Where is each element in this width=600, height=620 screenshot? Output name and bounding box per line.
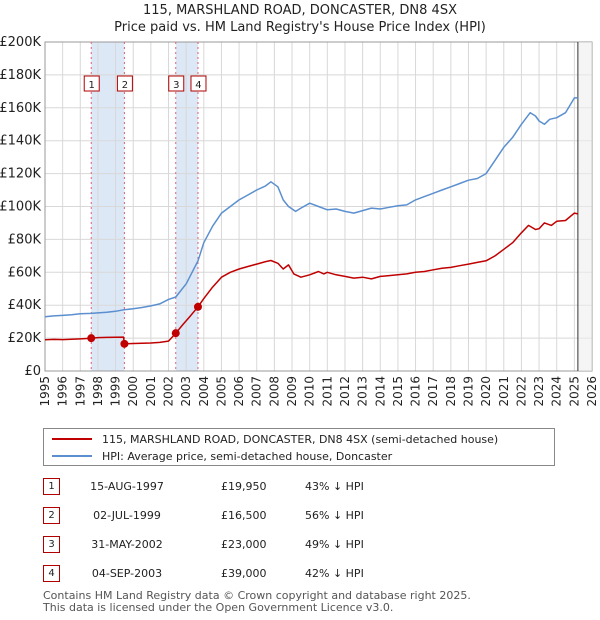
sale-price: £16,500 [221, 509, 267, 522]
x-tick-label: 2026 [585, 376, 599, 407]
y-tick-label: £20K [8, 331, 42, 346]
sale-marker-label: 4 [195, 80, 201, 91]
sale-point [120, 339, 129, 348]
sale-number-badge: 4 [43, 565, 60, 582]
sale-hpi-diff: 56% ↓ HPI [305, 509, 364, 522]
sale-number-badge: 1 [43, 478, 60, 495]
x-tick-label: 2024 [550, 376, 564, 407]
x-tick-label: 1997 [73, 376, 87, 407]
sale-number-badge: 2 [43, 507, 60, 524]
y-tick-label: £0 [24, 364, 41, 379]
sale-date: 02-JUL-1999 [93, 509, 161, 522]
y-tick-label: £140K [0, 134, 41, 149]
x-tick-label: 2008 [267, 376, 281, 407]
sale-row: 3 31-MAY-2002 £23,000 49% ↓ HPI [43, 533, 563, 555]
sale-date: 15-AUG-1997 [90, 480, 164, 493]
sale-number-badge: 3 [43, 536, 60, 553]
sale-price: £23,000 [221, 538, 267, 551]
price-chart: £0 £20K £40K £60K £80K £100K £120K £140K £160K £1… [0, 35, 599, 407]
sale-row: 4 04-SEP-2003 £39,000 42% ↓ HPI [43, 562, 563, 584]
sale-marker-box [190, 75, 207, 92]
x-tick-label: 1998 [91, 376, 105, 407]
legend-item-property: 115, MARSHLAND ROAD, DONCASTER, DN8 4SX … [52, 432, 498, 446]
x-tick-label: 2006 [232, 376, 246, 407]
x-tick-label: 2005 [214, 376, 228, 407]
x-tick-label: 2001 [144, 376, 158, 407]
x-tick-label: 1995 [38, 376, 52, 407]
sale-hpi-diff: 49% ↓ HPI [305, 538, 364, 551]
sale-date: 04-SEP-2003 [91, 567, 163, 580]
sale-point [87, 334, 96, 343]
x-tick-label: 2015 [391, 376, 405, 407]
sale-date: 31-MAY-2002 [91, 538, 163, 551]
hpi-line [44, 97, 578, 318]
property-price-line [44, 212, 579, 345]
sale-point [193, 302, 202, 311]
x-tick-label: 2017 [426, 376, 440, 407]
chart-title: 115, MARSHLAND ROAD, DONCASTER, DN8 4SX [143, 3, 457, 18]
legend-swatch-hpi [52, 455, 92, 457]
sale-price: £39,000 [221, 567, 267, 580]
y-tick-label: £180K [0, 68, 41, 83]
x-tick-label: 2014 [373, 376, 387, 407]
x-tick-label: 2000 [126, 376, 140, 407]
y-tick-label: £200K [0, 35, 41, 50]
sale-point [171, 329, 180, 338]
sale-hpi-diff: 42% ↓ HPI [305, 567, 364, 580]
x-tick-label: 2021 [497, 376, 511, 407]
footer: Contains HM Land Registry data © Crown c… [43, 590, 471, 614]
sale-marker-box [83, 75, 100, 92]
legend-label-property: 115, MARSHLAND ROAD, DONCASTER, DN8 4SX … [102, 432, 499, 446]
x-tick-label: 2003 [179, 376, 193, 407]
x-tick-label: 2004 [197, 376, 211, 407]
y-tick-label: £160K [0, 101, 41, 116]
x-tick-label: 2002 [162, 376, 176, 407]
x-tick-label: 2020 [479, 376, 493, 407]
sale-row: 2 02-JUL-1999 £16,500 56% ↓ HPI [43, 504, 563, 526]
legend-label-hpi: HPI: Average price, semi-detached house,… [102, 449, 393, 463]
sale-marker-label: 2 [122, 80, 128, 91]
y-tick-label: £80K [8, 232, 42, 247]
x-tick-label: 2025 [567, 376, 581, 407]
x-tick-label: 1999 [109, 376, 123, 407]
chart-legend: 115, MARSHLAND ROAD, DONCASTER, DN8 4SX … [43, 428, 555, 466]
x-tick-label: 2016 [409, 376, 423, 407]
x-tick-label: 2022 [514, 376, 528, 407]
sale-hpi-diff: 43% ↓ HPI [305, 480, 364, 493]
sale-marker-label: 3 [173, 80, 179, 91]
forecast-region [577, 42, 592, 371]
y-tick-label: £60K [8, 265, 42, 280]
x-tick-label: 2012 [338, 376, 352, 407]
y-tick-label: £100K [0, 200, 41, 215]
x-tick-label: 2023 [532, 376, 546, 407]
x-tick-label: 2013 [356, 376, 370, 407]
y-tick-label: £120K [0, 167, 41, 182]
y-tick-label: £40K [8, 298, 42, 313]
chart-subtitle: Price paid vs. HM Land Registry's House … [114, 20, 486, 35]
x-tick-label: 2009 [285, 376, 299, 407]
sale-marker-label: 1 [89, 80, 95, 91]
x-tick-label: 2011 [320, 376, 334, 407]
sale-marker-box [116, 75, 133, 92]
x-tick-label: 2018 [444, 376, 458, 407]
sale-price: £19,950 [221, 480, 267, 493]
footer-copyright: Contains HM Land Registry data © Crown c… [43, 589, 471, 602]
x-tick-label: 2019 [461, 376, 475, 407]
x-tick-label: 2010 [303, 376, 317, 407]
legend-item-hpi: HPI: Average price, semi-detached house,… [52, 449, 392, 463]
legend-swatch-property [52, 438, 92, 440]
x-tick-label: 2007 [250, 376, 264, 407]
sale-row: 1 15-AUG-1997 £19,950 43% ↓ HPI [43, 475, 563, 497]
x-tick-label: 1996 [56, 376, 70, 407]
footer-licence: This data is licensed under the Open Gov… [43, 601, 394, 614]
sale-marker-box [168, 75, 185, 92]
